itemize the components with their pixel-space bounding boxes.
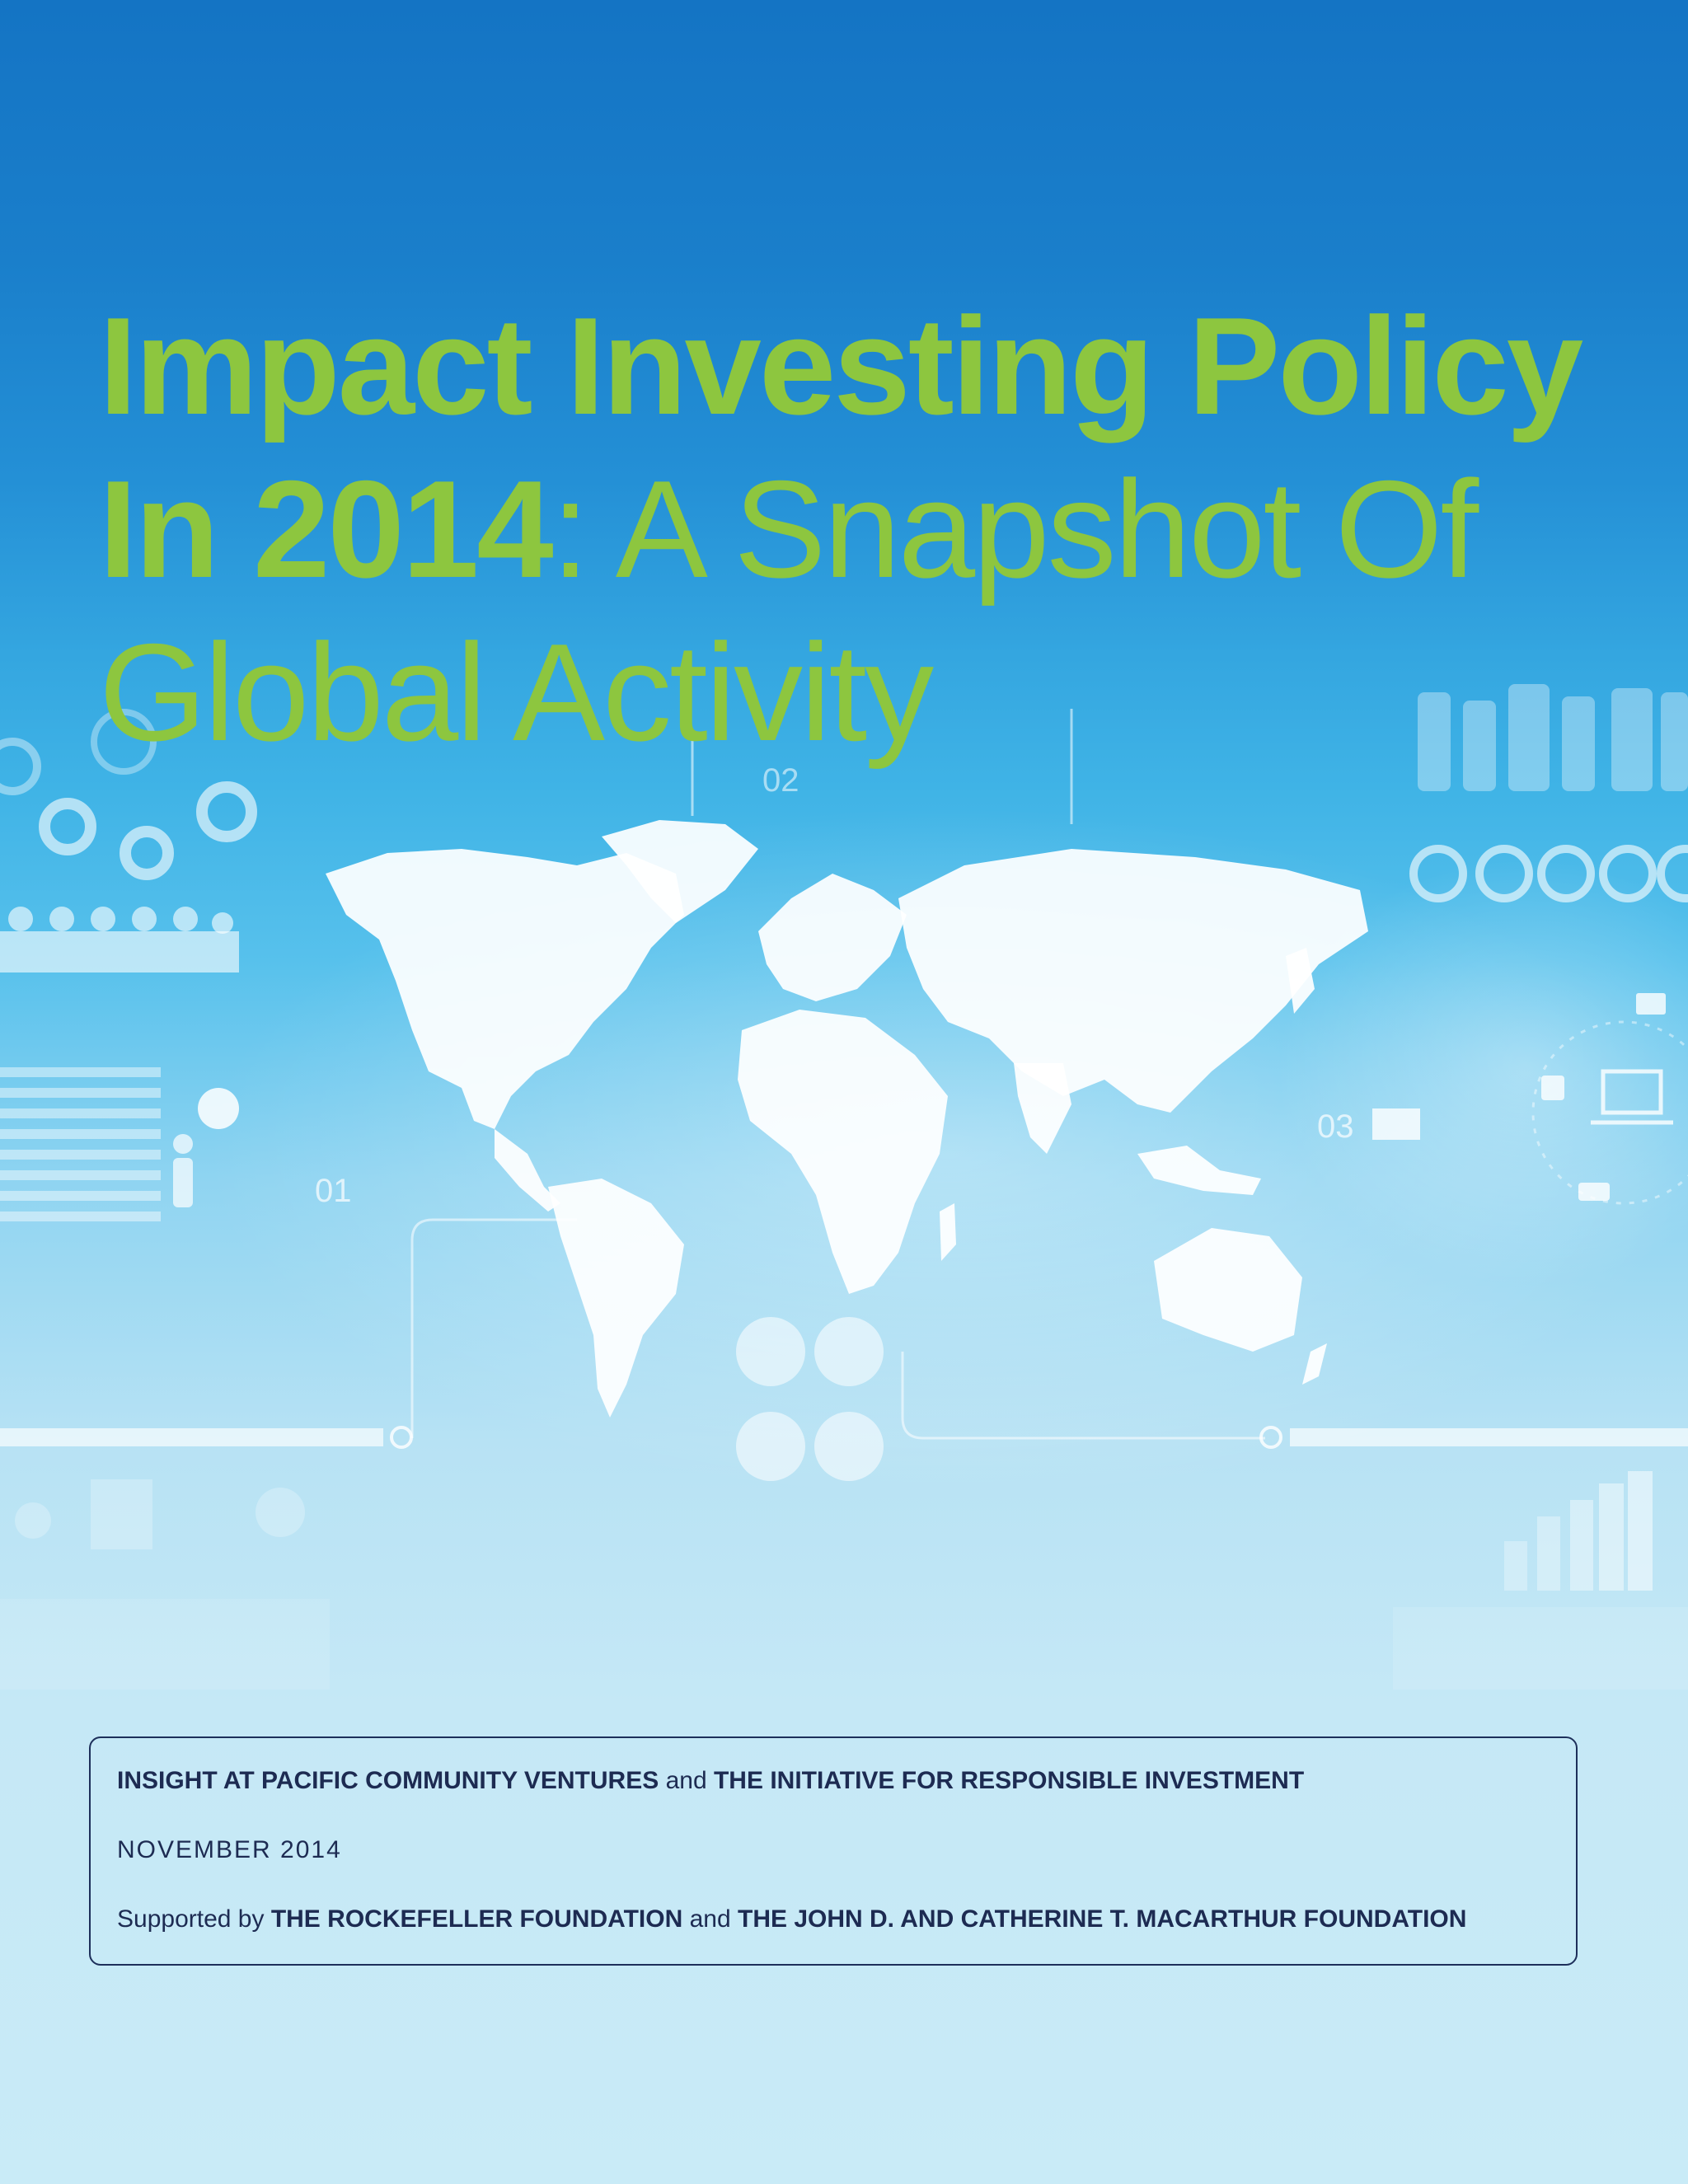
title-line-3: Global Activity [99,615,934,770]
title-subtitle-part: : A Snapshot Of [551,452,1479,607]
label-01: 01 [315,1173,352,1209]
publication-date: NOVEMBER 2014 [117,1836,342,1863]
lock-icon [1541,1076,1564,1100]
people-row-left [0,907,239,972]
chat-icon [1636,993,1666,1015]
label-02: 02 [762,762,799,799]
gear-icons [0,709,257,880]
report-title: Impact Investing Policy In 2014: A Snaps… [99,284,1583,774]
supported-by-label: Supported by [117,1905,265,1933]
sponsor-2: THE JOHN D. AND CATHERINE T. MACARTHUR F… [738,1905,1467,1933]
globe-icons [736,1317,884,1481]
sponsor-1: THE ROCKEFELLER FOUNDATION [270,1905,683,1933]
title-line-1: Impact Investing Policy [99,288,1583,443]
world-map [326,820,1368,1418]
progress-bars [0,1426,1688,1449]
cloud-icon [1578,1183,1610,1201]
people-row-right [1418,684,1688,791]
authors-and: and [665,1767,707,1794]
title-line-2: In 2014: A Snapshot Of [99,448,1566,611]
supporters-line: Supported by THE ROCKEFELLER FOUNDATION … [117,1903,1550,1936]
label-03: 03 [1317,1108,1354,1145]
network-cluster [1531,1020,1688,1205]
authors-line: INSIGHT AT PACIFIC COMMUNITY VENTURES an… [117,1765,1550,1797]
author-org-1: INSIGHT AT PACIFIC COMMUNITY VENTURES [117,1767,659,1794]
bar-chart-right [1504,1471,1653,1591]
circle-stats-right [1409,845,1688,902]
author-org-2: THE INITIATIVE FOR RESPONSIBLE INVESTMEN… [713,1767,1305,1794]
person-icon [173,1088,239,1207]
sponsors-and: and [689,1905,731,1933]
laptop-icon [1591,1069,1673,1125]
title-year: In 2014 [99,452,554,607]
connector-lines [410,709,1265,1440]
publication-info-box: INSIGHT AT PACIFIC COMMUNITY VENTURES an… [89,1736,1578,1966]
envelope-icon [1372,1108,1420,1140]
crowd-silhouettes [0,1599,1688,1690]
faint-shapes-left [15,1479,305,1549]
bar-list-left [0,1067,161,1221]
